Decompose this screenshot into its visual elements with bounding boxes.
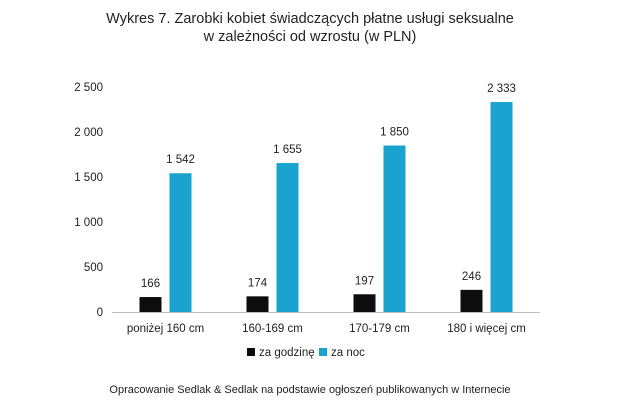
legend: za godzinę za noc (247, 347, 365, 359)
data-label: 1 542 (166, 154, 195, 166)
data-label: 166 (141, 278, 160, 290)
bars (139, 102, 513, 312)
bar-za-noc (276, 163, 299, 312)
x-tick-label: 170-179 cm (349, 323, 410, 335)
y-tick-label: 1 000 (74, 217, 103, 229)
legend-swatch (319, 348, 327, 356)
bar-za-noc (169, 173, 192, 312)
source-note: Opracowanie Sedlak & Sedlak na podstawie… (109, 384, 510, 396)
data-label: 2 333 (487, 83, 516, 95)
bar-za-godzine (246, 296, 269, 312)
data-label: 1 850 (380, 127, 409, 139)
bar-za-godzine (139, 297, 162, 312)
bar-za-noc (490, 102, 513, 312)
y-tick-label: 2 000 (74, 127, 103, 139)
y-tick-label: 0 (97, 307, 103, 319)
data-label: 246 (462, 271, 481, 283)
chart-title-line-2: w zależności od wzrostu (w PLN) (203, 29, 417, 45)
data-labels: 166 1 542 174 1 655 197 1 850 246 2 333 (141, 83, 516, 290)
y-tick-label: 500 (84, 262, 103, 274)
x-tick-label: 160-169 cm (242, 323, 303, 335)
bar-za-noc (383, 145, 406, 312)
data-label: 197 (355, 275, 374, 287)
legend-swatch (247, 348, 255, 356)
x-tick-label: poniżej 160 cm (127, 323, 204, 335)
bar-za-godzine (353, 294, 376, 312)
x-tick-label: 180 i więcej cm (447, 323, 526, 335)
y-tick-label: 1 500 (74, 172, 103, 184)
bar-za-godzine (460, 289, 483, 312)
data-label: 174 (248, 277, 268, 289)
chart-title: Wykres 7. Zarobki kobiet świadczących pł… (106, 11, 514, 45)
x-axis: poniżej 160 cm 160-169 cm 170-179 cm 180 i … (112, 312, 540, 335)
chart-title-line-1: Wykres 7. Zarobki kobiet świadczących pł… (106, 11, 514, 27)
data-label: 1 655 (273, 144, 302, 156)
y-axis: 0 500 1 000 1 500 2 000 2 500 (74, 82, 103, 319)
legend-label: za noc (331, 347, 365, 359)
legend-label: za godzinę (259, 347, 315, 359)
y-tick-label: 2 500 (74, 82, 103, 94)
